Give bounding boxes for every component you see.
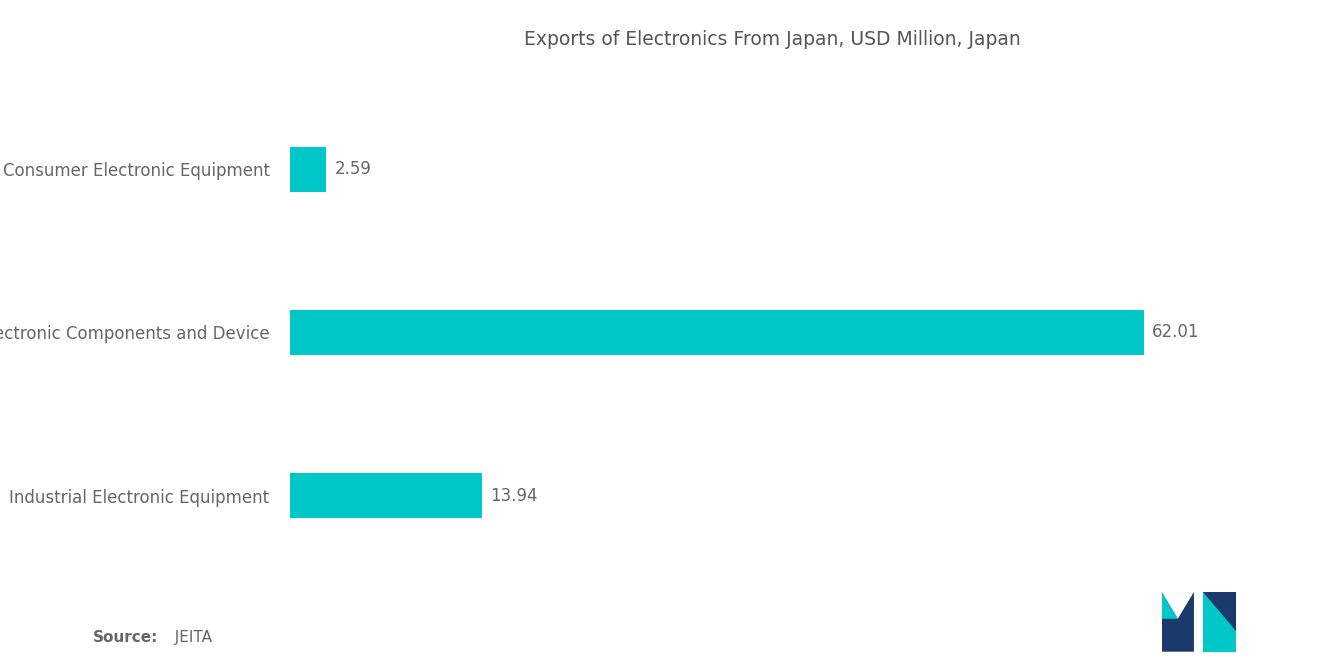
Text: JEITA: JEITA (165, 630, 213, 645)
Bar (290, 310, 1144, 355)
Bar (290, 473, 482, 518)
Text: 2.59: 2.59 (334, 160, 371, 178)
Text: 13.94: 13.94 (491, 487, 539, 505)
Text: 62.01: 62.01 (1152, 323, 1200, 342)
Title: Exports of Electronics From Japan, USD Million, Japan: Exports of Electronics From Japan, USD M… (524, 30, 1020, 49)
Bar (290, 147, 326, 192)
Polygon shape (1162, 592, 1177, 618)
Polygon shape (1203, 592, 1236, 630)
Polygon shape (1162, 592, 1195, 652)
Polygon shape (1203, 592, 1236, 652)
Text: Source:: Source: (92, 630, 158, 645)
